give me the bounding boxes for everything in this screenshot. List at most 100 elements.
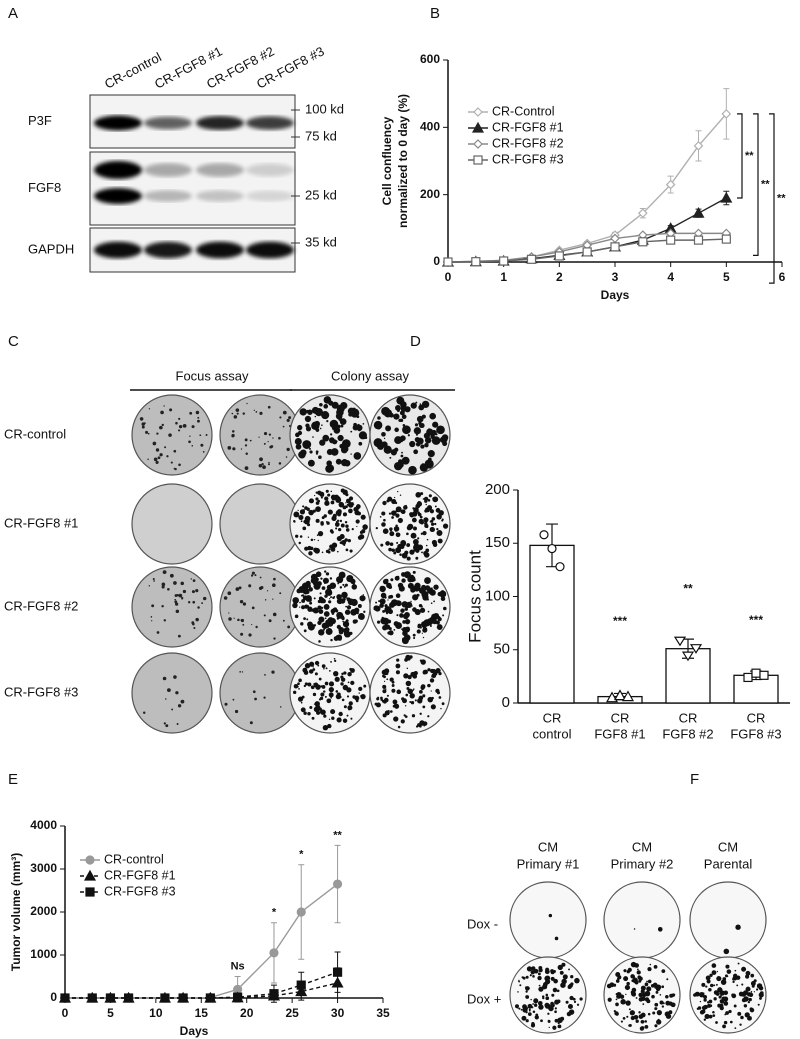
colony [534, 1015, 539, 1020]
colony [759, 997, 762, 1000]
colony [205, 434, 208, 436]
colony [300, 707, 306, 713]
colony [279, 416, 282, 419]
colony [343, 460, 351, 467]
colony [400, 719, 405, 724]
colony [422, 627, 428, 633]
colony [427, 696, 434, 703]
colony [330, 433, 333, 436]
colony [307, 523, 311, 527]
colony [298, 541, 302, 545]
colony [640, 1026, 645, 1030]
colony [743, 1004, 748, 1008]
colony [749, 1007, 755, 1013]
colony [303, 684, 306, 688]
colony [342, 620, 350, 628]
colony [437, 615, 440, 618]
colony [729, 1020, 733, 1024]
colony [339, 519, 343, 523]
colony [548, 913, 553, 918]
colony [255, 411, 258, 413]
colony [297, 424, 303, 431]
colony [162, 676, 167, 681]
colony [661, 969, 666, 974]
point [638, 237, 648, 247]
colony [292, 690, 297, 695]
colony [286, 418, 290, 423]
colony [165, 724, 169, 728]
colony [332, 513, 337, 518]
x-tick-label: 3 [612, 270, 619, 284]
colony [355, 519, 360, 524]
legend-label: CR-FGF8 #2 [492, 136, 564, 150]
colony [330, 709, 336, 715]
colony [397, 725, 401, 729]
colony [296, 685, 299, 688]
colony [330, 547, 336, 552]
colony [395, 532, 401, 538]
colony [348, 701, 353, 706]
colony [412, 689, 414, 691]
colony [278, 436, 281, 440]
x-axis-label: Days [180, 1024, 209, 1038]
colony [142, 711, 146, 715]
colony [315, 506, 321, 512]
colony [173, 467, 176, 470]
colony [399, 494, 402, 496]
x-axis-label: Days [601, 288, 630, 302]
colony [312, 607, 319, 614]
colony [174, 600, 178, 604]
colony [189, 411, 193, 415]
colony [344, 538, 348, 542]
colony [147, 432, 150, 435]
colony [258, 463, 263, 468]
colony [427, 450, 435, 458]
colony [354, 619, 358, 624]
x-tick-label: 0 [445, 270, 452, 284]
colony [404, 618, 411, 625]
colony [307, 606, 313, 612]
colony [389, 677, 394, 682]
colony [703, 1018, 707, 1021]
colony [533, 998, 539, 1004]
colony [297, 430, 303, 436]
blot-band [246, 116, 294, 130]
colony [425, 544, 428, 547]
colony [326, 698, 332, 704]
colony [180, 699, 185, 704]
colony [430, 522, 435, 526]
blot-band [196, 115, 244, 131]
colony [346, 695, 350, 698]
colony [161, 604, 164, 608]
colony [410, 671, 416, 677]
colony [330, 448, 339, 456]
colony [414, 423, 419, 427]
colony [313, 582, 321, 590]
colony [167, 587, 170, 591]
colony [195, 589, 199, 593]
colony [317, 539, 319, 542]
colony [302, 588, 309, 595]
colony [414, 608, 421, 616]
colony [352, 582, 355, 585]
colony [319, 696, 324, 701]
blot-band [144, 116, 192, 130]
colony [383, 445, 392, 454]
colony [315, 704, 321, 711]
colony [315, 427, 319, 431]
colony [388, 595, 392, 599]
colony [425, 503, 427, 506]
colony [403, 505, 408, 510]
colony [314, 660, 320, 666]
colony [358, 441, 363, 446]
panel-label: B [430, 5, 440, 22]
colony [335, 520, 338, 523]
colony [395, 670, 400, 675]
colony [421, 400, 430, 409]
colony [340, 523, 345, 528]
colony [413, 526, 417, 531]
colony [391, 688, 396, 693]
colony [405, 504, 407, 507]
colony [401, 552, 408, 559]
colony [394, 496, 396, 499]
